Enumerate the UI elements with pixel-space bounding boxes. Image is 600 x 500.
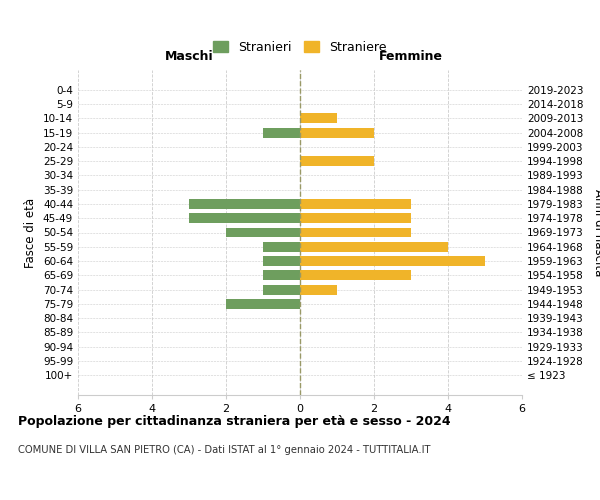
Legend: Stranieri, Straniere: Stranieri, Straniere [209, 37, 391, 58]
Bar [263, 256, 300, 266]
Bar [300, 270, 411, 280]
Bar [263, 242, 300, 252]
Bar [300, 284, 337, 294]
Bar [300, 128, 374, 138]
Bar [300, 199, 411, 209]
Bar [300, 256, 485, 266]
Bar [226, 228, 300, 237]
Bar [263, 270, 300, 280]
Text: Femmine: Femmine [379, 50, 443, 64]
Bar [263, 284, 300, 294]
Bar [300, 114, 337, 124]
Text: Maschi: Maschi [164, 50, 214, 64]
Bar [263, 128, 300, 138]
Bar [300, 228, 411, 237]
Bar [189, 199, 300, 209]
Bar [300, 213, 411, 223]
Bar [300, 242, 448, 252]
Bar [226, 299, 300, 309]
Y-axis label: Fasce di età: Fasce di età [25, 198, 37, 268]
Bar [300, 156, 374, 166]
Y-axis label: Anni di nascita: Anni di nascita [592, 189, 600, 276]
Text: COMUNE DI VILLA SAN PIETRO (CA) - Dati ISTAT al 1° gennaio 2024 - TUTTITALIA.IT: COMUNE DI VILLA SAN PIETRO (CA) - Dati I… [18, 445, 431, 455]
Bar [189, 213, 300, 223]
Text: Popolazione per cittadinanza straniera per età e sesso - 2024: Popolazione per cittadinanza straniera p… [18, 415, 451, 428]
